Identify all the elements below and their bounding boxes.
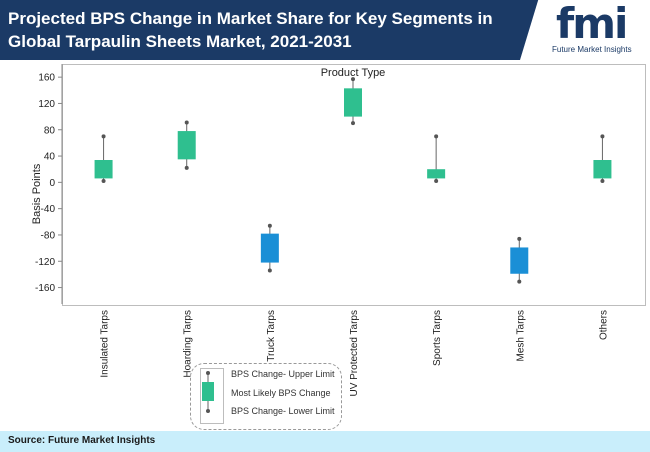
lower-limit-point	[600, 179, 605, 184]
y-tick-label: -160	[35, 283, 55, 294]
x-category-label: Sports Tarps	[432, 310, 443, 366]
box-3	[344, 88, 362, 117]
lower-limit-point	[184, 165, 189, 170]
upper-limit-point	[600, 134, 605, 139]
y-tick-label: 80	[44, 125, 56, 136]
upper-limit-point	[101, 134, 106, 139]
y-tick-label: -120	[35, 257, 55, 268]
logo-caption: Future Market Insights	[552, 45, 632, 54]
box-4	[427, 169, 446, 179]
lower-limit-point	[267, 268, 272, 273]
lower-limit-point	[351, 121, 355, 126]
y-tick-label: 120	[38, 99, 55, 110]
upper-limit-point	[184, 120, 189, 125]
y-tick-label: -80	[41, 230, 56, 241]
x-category-label: Insulated Tarps	[100, 310, 111, 378]
legend-sample-frame	[200, 368, 224, 424]
lower-limit-point	[101, 179, 106, 184]
upper-limit-point	[434, 134, 439, 139]
x-category-label: Hoarding Tarps	[183, 310, 194, 378]
lower-limit-point	[434, 179, 439, 184]
legend-upper-label: BPS Change- Upper Limit	[231, 369, 335, 379]
chart-title: Projected BPS Change in Market Share for…	[8, 9, 493, 51]
y-tick-label: 40	[44, 152, 56, 163]
legend	[190, 363, 342, 430]
header-banner: Projected BPS Change in Market Share for…	[0, 0, 650, 60]
upper-limit-point	[517, 236, 522, 241]
box-1	[177, 131, 196, 160]
upper-limit-point	[351, 77, 355, 82]
source-note: Source: Future Market Insights	[8, 435, 156, 446]
y-axis-label: Basis Points	[31, 163, 43, 224]
box-5	[510, 247, 529, 274]
logo-panel	[520, 0, 650, 60]
fmi-logo: fmi	[556, 0, 628, 48]
box-6	[593, 160, 612, 179]
footer-bar: Source: Future Market Insights	[0, 431, 650, 452]
legend-lower-label: BPS Change- Lower Limit	[231, 406, 335, 416]
box-2	[260, 233, 279, 263]
x-category-label: UV Protected Tarps	[349, 310, 360, 397]
upper-limit-point	[267, 223, 272, 228]
plot-title: Product Type	[321, 67, 386, 79]
y-tick-label: -40	[41, 204, 56, 215]
box-0	[94, 160, 113, 179]
legend-likely-label: Most Likely BPS Change	[231, 388, 331, 398]
y-tick-label: 160	[38, 73, 55, 84]
x-category-label: Truck Tarps	[266, 310, 277, 362]
lower-limit-point	[517, 279, 522, 284]
x-category-label: Mesh Tarps	[515, 310, 526, 362]
x-category-label: Others	[598, 310, 609, 340]
y-tick-label: 0	[49, 178, 55, 189]
